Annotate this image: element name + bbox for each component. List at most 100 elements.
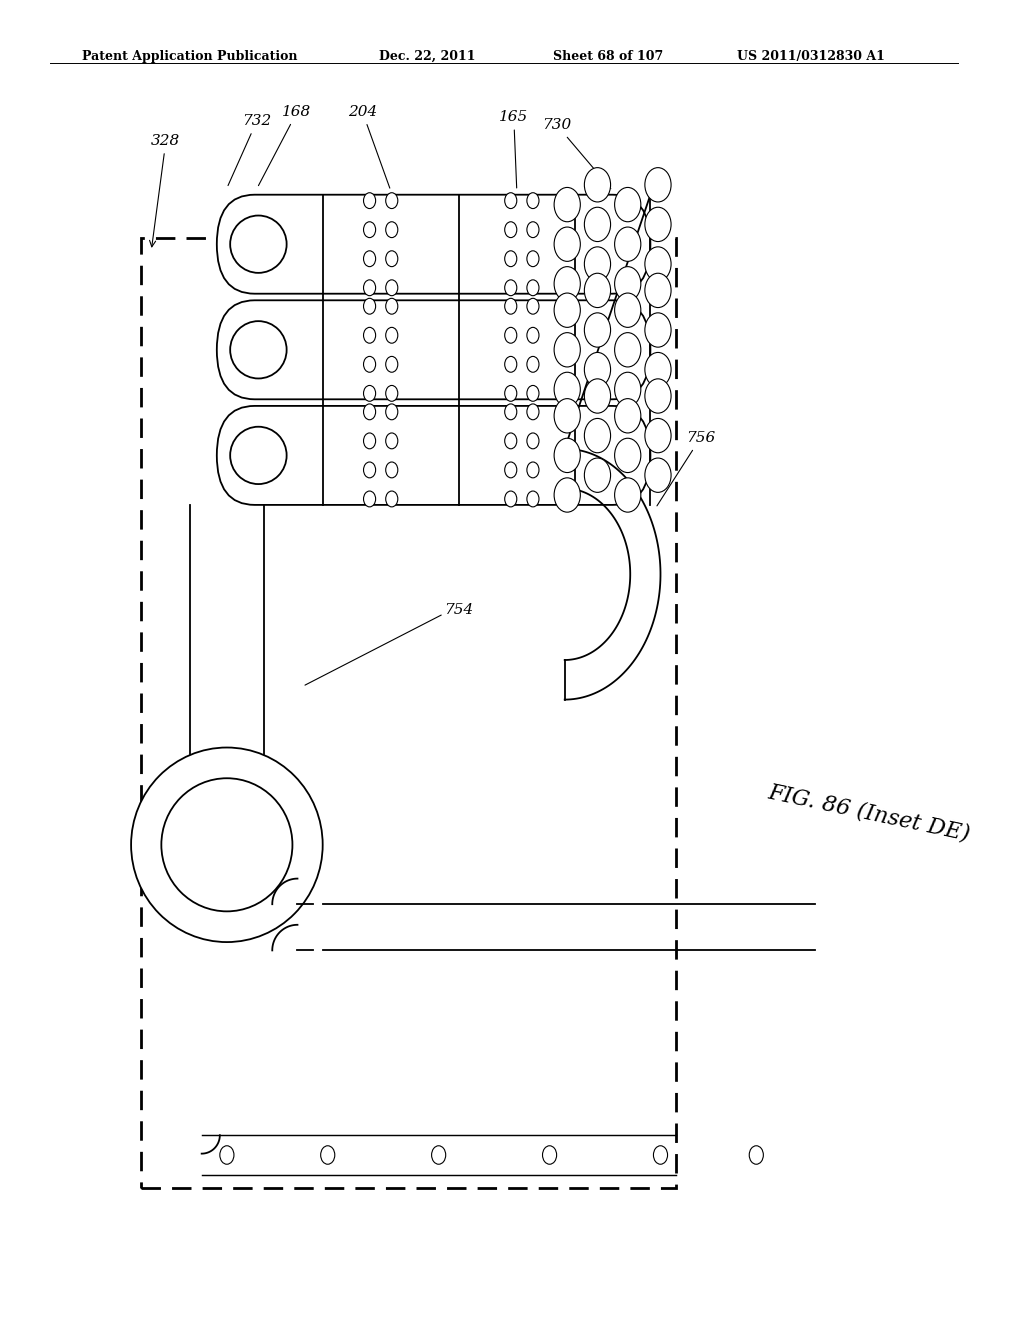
Circle shape bbox=[527, 404, 539, 420]
Circle shape bbox=[364, 491, 376, 507]
Circle shape bbox=[614, 478, 641, 512]
Circle shape bbox=[386, 462, 397, 478]
Circle shape bbox=[505, 491, 517, 507]
Circle shape bbox=[321, 1146, 335, 1164]
Text: 732: 732 bbox=[228, 115, 271, 186]
Circle shape bbox=[554, 267, 581, 301]
Text: 754: 754 bbox=[443, 603, 473, 616]
Circle shape bbox=[653, 1146, 668, 1164]
Text: US 2011/0312830 A1: US 2011/0312830 A1 bbox=[737, 50, 885, 63]
Circle shape bbox=[364, 462, 376, 478]
Circle shape bbox=[527, 462, 539, 478]
Circle shape bbox=[364, 327, 376, 343]
Circle shape bbox=[505, 356, 517, 372]
Text: 165: 165 bbox=[499, 111, 528, 187]
Circle shape bbox=[505, 404, 517, 420]
Circle shape bbox=[505, 298, 517, 314]
Circle shape bbox=[364, 404, 376, 420]
Ellipse shape bbox=[230, 215, 287, 273]
Text: Sheet 68 of 107: Sheet 68 of 107 bbox=[553, 50, 664, 63]
Circle shape bbox=[585, 458, 610, 492]
Circle shape bbox=[645, 458, 671, 492]
Circle shape bbox=[554, 187, 581, 222]
Circle shape bbox=[505, 280, 517, 296]
Circle shape bbox=[505, 251, 517, 267]
Text: Dec. 22, 2011: Dec. 22, 2011 bbox=[379, 50, 475, 63]
Circle shape bbox=[527, 385, 539, 401]
Circle shape bbox=[431, 1146, 445, 1164]
Ellipse shape bbox=[230, 426, 287, 484]
Circle shape bbox=[585, 207, 610, 242]
Circle shape bbox=[554, 293, 581, 327]
Text: 730: 730 bbox=[543, 119, 610, 189]
Circle shape bbox=[554, 399, 581, 433]
Circle shape bbox=[386, 251, 397, 267]
Circle shape bbox=[614, 438, 641, 473]
Circle shape bbox=[527, 280, 539, 296]
Circle shape bbox=[386, 491, 397, 507]
Circle shape bbox=[614, 399, 641, 433]
Circle shape bbox=[614, 293, 641, 327]
FancyBboxPatch shape bbox=[217, 407, 650, 504]
Text: 204: 204 bbox=[348, 106, 390, 189]
Circle shape bbox=[527, 327, 539, 343]
Circle shape bbox=[364, 298, 376, 314]
Circle shape bbox=[386, 280, 397, 296]
Circle shape bbox=[645, 207, 671, 242]
Circle shape bbox=[386, 356, 397, 372]
Text: 328: 328 bbox=[150, 135, 180, 247]
Circle shape bbox=[554, 478, 581, 512]
Text: 756: 756 bbox=[657, 432, 715, 506]
Circle shape bbox=[364, 385, 376, 401]
Circle shape bbox=[505, 462, 517, 478]
Circle shape bbox=[750, 1146, 763, 1164]
Circle shape bbox=[554, 438, 581, 473]
Circle shape bbox=[364, 280, 376, 296]
FancyBboxPatch shape bbox=[217, 195, 650, 294]
Circle shape bbox=[386, 327, 397, 343]
Ellipse shape bbox=[230, 321, 287, 379]
Circle shape bbox=[364, 193, 376, 209]
Text: 168: 168 bbox=[258, 106, 311, 186]
Circle shape bbox=[554, 372, 581, 407]
Circle shape bbox=[585, 352, 610, 387]
Circle shape bbox=[585, 168, 610, 202]
Circle shape bbox=[386, 404, 397, 420]
Circle shape bbox=[527, 356, 539, 372]
Circle shape bbox=[585, 313, 610, 347]
Circle shape bbox=[527, 251, 539, 267]
Bar bbox=[141, 238, 676, 1188]
Circle shape bbox=[505, 222, 517, 238]
Circle shape bbox=[585, 379, 610, 413]
Circle shape bbox=[543, 1146, 557, 1164]
Circle shape bbox=[505, 193, 517, 209]
Circle shape bbox=[614, 187, 641, 222]
Text: FIG. 86 (Inset DE): FIG. 86 (Inset DE) bbox=[766, 780, 973, 845]
Circle shape bbox=[364, 433, 376, 449]
Circle shape bbox=[645, 352, 671, 387]
Circle shape bbox=[614, 333, 641, 367]
Circle shape bbox=[614, 372, 641, 407]
Circle shape bbox=[527, 222, 539, 238]
Circle shape bbox=[645, 273, 671, 308]
Circle shape bbox=[527, 491, 539, 507]
Ellipse shape bbox=[131, 747, 323, 942]
Text: Patent Application Publication: Patent Application Publication bbox=[82, 50, 297, 63]
Circle shape bbox=[527, 433, 539, 449]
Circle shape bbox=[554, 227, 581, 261]
Circle shape bbox=[614, 267, 641, 301]
Circle shape bbox=[386, 433, 397, 449]
FancyBboxPatch shape bbox=[217, 301, 650, 399]
Circle shape bbox=[527, 298, 539, 314]
Circle shape bbox=[645, 379, 671, 413]
Circle shape bbox=[364, 222, 376, 238]
Circle shape bbox=[645, 168, 671, 202]
Circle shape bbox=[505, 385, 517, 401]
Ellipse shape bbox=[162, 779, 293, 911]
Circle shape bbox=[364, 356, 376, 372]
Circle shape bbox=[527, 193, 539, 209]
Circle shape bbox=[364, 251, 376, 267]
Circle shape bbox=[645, 247, 671, 281]
Circle shape bbox=[645, 313, 671, 347]
Circle shape bbox=[386, 298, 397, 314]
